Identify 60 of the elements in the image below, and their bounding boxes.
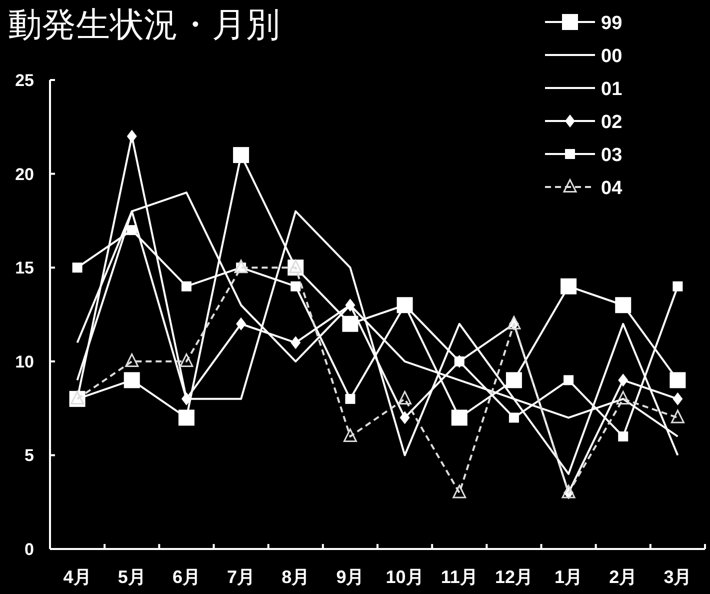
title: 動発生状況・月別 [8,6,280,44]
legend-label: 99 [601,13,622,34]
point [454,356,464,366]
point [564,375,574,386]
x-tick-label: 12月 [494,567,533,587]
point [672,392,683,406]
point [72,262,82,273]
point [290,336,301,350]
point [670,410,684,424]
point [508,412,519,423]
point [451,410,468,426]
point [178,410,194,426]
x-tick-label: 6月 [172,567,200,587]
point [345,394,356,404]
x-tick-label: 4月 [63,567,92,587]
point [290,281,301,292]
y-tick-label: 5 [24,446,34,466]
y-tick-label: 10 [15,352,34,372]
y-tick-label: 0 [24,540,34,559]
point [452,484,466,498]
point [126,225,137,236]
point [615,297,632,314]
y-tick-label: 15 [15,258,34,278]
legend-label: 03 [601,145,622,166]
legend-label: 01 [601,79,623,100]
point [560,278,577,294]
point [342,316,358,332]
point [672,281,683,292]
x-tick-label: 2月 [609,567,638,587]
point [181,392,192,406]
y-tick-label: 25 [15,71,34,90]
legend-label: 02 [601,112,622,133]
point [506,372,522,388]
point [345,298,356,312]
point [126,130,137,143]
point [400,411,410,424]
x-tick-label: 11月 [440,567,478,587]
y-tick-label: 20 [15,164,34,184]
point [343,428,357,442]
legend-label: 00 [601,46,622,67]
point [180,353,194,367]
point [124,372,140,388]
point [618,374,628,387]
point [125,353,139,367]
x-tick-label: 3月 [664,567,692,587]
x-tick-label: 8月 [282,567,310,587]
point [618,431,628,442]
x-tick-label: 7月 [227,567,256,587]
x-tick-label: 9月 [336,567,364,587]
point [236,317,246,330]
legend-label: 04 [601,178,623,199]
point [233,147,250,164]
x-tick-label: 5月 [118,567,146,587]
point [616,390,630,404]
x-tick-label: 1月 [554,567,583,587]
x-tick-label: 10月 [386,567,424,587]
point [398,390,412,404]
point [234,260,248,274]
point [670,372,686,388]
point [181,281,192,292]
